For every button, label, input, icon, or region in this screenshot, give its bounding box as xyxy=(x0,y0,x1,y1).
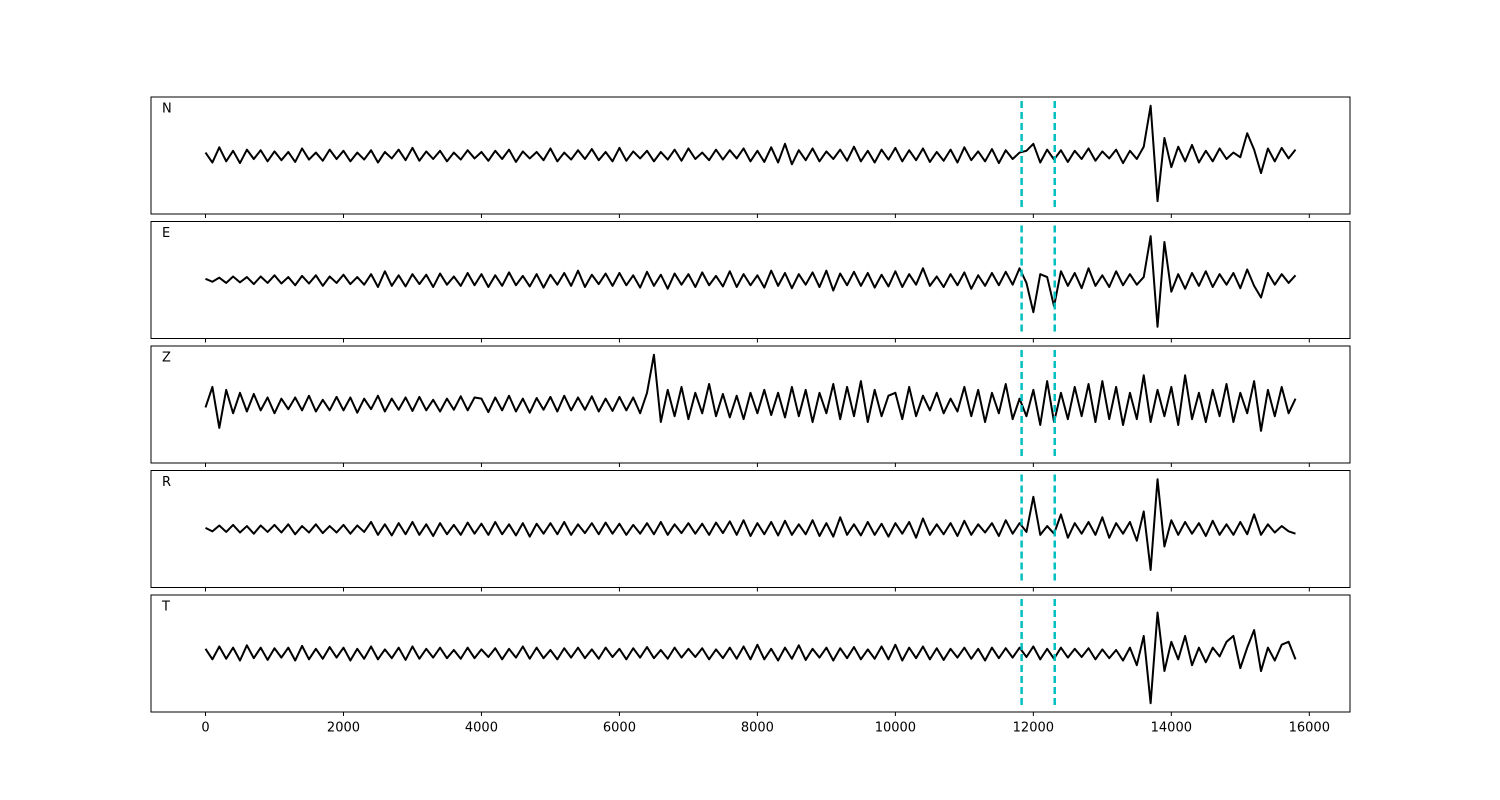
trace xyxy=(204,611,1297,705)
x-tick-label: 8000 xyxy=(741,721,774,736)
x-tick-label: 12000 xyxy=(1013,721,1054,736)
panel-label: T xyxy=(161,600,170,615)
x-tick-label: 16000 xyxy=(1289,721,1330,736)
panel-frame xyxy=(150,470,1351,588)
panel-label: E xyxy=(162,226,170,241)
x-tick-label: 0 xyxy=(201,721,209,736)
panel-frame xyxy=(150,594,1351,713)
panel-frame xyxy=(150,96,1351,215)
trace xyxy=(204,104,1297,203)
trace xyxy=(204,353,1297,432)
trace xyxy=(205,235,1297,328)
panel-label: R xyxy=(162,475,171,490)
x-tick-label: 6000 xyxy=(603,721,636,736)
panel-label: N xyxy=(162,102,172,117)
panel-frame xyxy=(150,345,1351,464)
x-tick-label: 2000 xyxy=(327,721,360,736)
x-tick-label: 4000 xyxy=(465,721,498,736)
panel-label: Z xyxy=(162,351,171,366)
x-tick-label: 14000 xyxy=(1151,721,1192,736)
trace xyxy=(205,478,1296,571)
panel-frame xyxy=(150,221,1351,339)
x-tick-label: 10000 xyxy=(875,721,916,736)
